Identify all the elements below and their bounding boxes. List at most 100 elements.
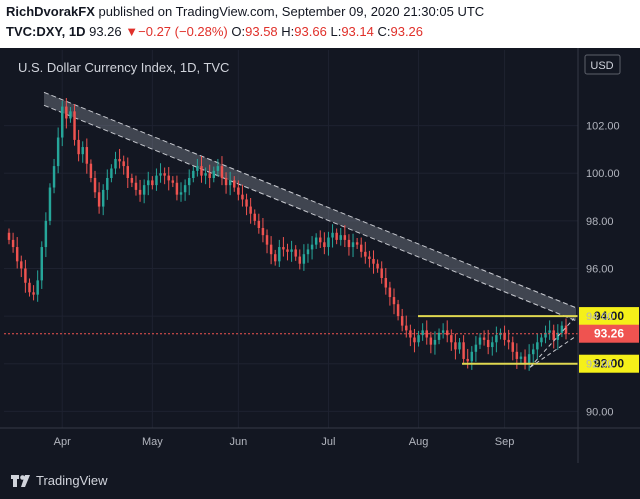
- time-tick-label: Apr: [54, 436, 71, 448]
- candle-body: [151, 180, 154, 186]
- candle-body: [482, 337, 486, 340]
- price-tick-label: 96.00: [586, 263, 614, 275]
- grid-lines: [4, 50, 578, 428]
- candle-body: [294, 249, 297, 257]
- candle-body: [212, 170, 216, 178]
- candle-body: [445, 330, 449, 336]
- candle-body: [28, 282, 31, 293]
- candle-body: [220, 166, 224, 178]
- wedge-upper-line: [529, 337, 575, 368]
- candle-body: [523, 356, 527, 364]
- candle-body: [347, 239, 351, 248]
- candle-body: [89, 163, 93, 178]
- candle-body: [343, 235, 347, 240]
- candle-body: [437, 332, 441, 340]
- price-tick-label: 98.00: [586, 216, 614, 228]
- candle-body: [196, 166, 199, 171]
- candle-body: [519, 356, 523, 359]
- candle-body: [544, 332, 547, 338]
- time-axis[interactable]: Apr May Jun Jul Aug Sep: [0, 427, 640, 448]
- candle-body: [126, 166, 130, 178]
- candle-body: [560, 325, 564, 333]
- candle-body: [101, 189, 105, 207]
- candle-body: [400, 316, 404, 326]
- candle-body: [417, 335, 420, 343]
- candle-body: [163, 173, 166, 176]
- candle-body: [462, 342, 465, 359]
- candle-body: [36, 280, 39, 295]
- candle-body: [392, 297, 396, 305]
- time-tick-label: Sep: [495, 436, 515, 448]
- candle-body: [245, 199, 248, 207]
- candle-body: [556, 332, 560, 340]
- candle-body: [118, 158, 121, 162]
- candle-body: [183, 185, 187, 193]
- tradingview-logo[interactable]: TradingView: [10, 473, 108, 488]
- candle-body: [228, 180, 232, 186]
- candle-body: [495, 335, 498, 343]
- candle-body: [24, 268, 27, 283]
- candle-body: [282, 247, 285, 250]
- candle-body: [85, 147, 89, 164]
- candle-body: [527, 354, 531, 364]
- candle-body: [532, 349, 535, 355]
- candle-body: [507, 339, 510, 343]
- candle-body: [192, 170, 195, 178]
- currency-badge[interactable]: [584, 54, 621, 75]
- candle-body: [286, 249, 289, 252]
- candle-body: [552, 330, 555, 340]
- candle-body: [32, 292, 35, 295]
- candle-body: [548, 330, 551, 333]
- candle-body: [319, 237, 322, 243]
- time-tick-label: Aug: [409, 436, 429, 448]
- candle-body: [61, 106, 64, 138]
- candle-body: [56, 137, 60, 167]
- candle-body: [257, 220, 261, 228]
- time-tick-label: May: [142, 436, 163, 448]
- candle-body: [339, 235, 342, 240]
- candle-body: [208, 173, 211, 178]
- time-tick-label: Jun: [229, 436, 247, 448]
- candle-body: [69, 111, 72, 119]
- candle-body: [409, 330, 412, 338]
- candle-body: [175, 182, 179, 195]
- candle-body: [130, 178, 134, 183]
- last-price: 93.26: [89, 24, 122, 39]
- candle-body: [335, 232, 338, 240]
- candle-body: [331, 232, 334, 238]
- candle-body: [441, 330, 445, 333]
- author-name[interactable]: RichDvorakFX: [6, 4, 95, 19]
- price-tick-label: 92.00: [586, 359, 614, 371]
- candle-body: [171, 180, 175, 183]
- candle-body: [470, 351, 474, 362]
- close-value: 93.26: [390, 24, 424, 39]
- candle-body: [187, 178, 191, 186]
- candle-body: [265, 235, 269, 245]
- last-price-label-bg: [579, 324, 639, 343]
- low-label: L:: [330, 24, 342, 39]
- chart-annotations: 94.00 93.26 92.00: [4, 307, 639, 373]
- currency-label: USD: [590, 60, 613, 72]
- candle-body: [450, 335, 453, 343]
- price-chart[interactable]: 94.00 93.26 92.00 90.00 92.00 94.00 96.00 98.0…: [0, 48, 640, 463]
- candle-body: [200, 166, 203, 176]
- candle-body: [421, 330, 424, 336]
- symbol-name[interactable]: TVC:DXY, 1D: [6, 24, 86, 39]
- candle-body: [77, 139, 80, 155]
- price-axis[interactable]: 90.00 92.00 94.00 96.00 98.00 100.00 102.00: [577, 48, 620, 463]
- candle-body: [388, 287, 392, 298]
- candle-body: [302, 254, 306, 264]
- candle-body: [155, 175, 158, 186]
- candle-body: [224, 178, 228, 186]
- publish-header: RichDvorakFX published on TradingView.co…: [0, 0, 640, 48]
- tradingview-logo-icon: [11, 474, 30, 487]
- high-label: H:: [281, 24, 295, 39]
- close-label: C:: [377, 24, 391, 39]
- last-price-label: 93.26: [594, 327, 624, 341]
- candle-body: [478, 337, 482, 345]
- publish-info: RichDvorakFX published on TradingView.co…: [6, 4, 484, 19]
- candle-body: [359, 244, 363, 252]
- candle-body: [429, 337, 433, 345]
- open-value: 93.58: [245, 24, 278, 39]
